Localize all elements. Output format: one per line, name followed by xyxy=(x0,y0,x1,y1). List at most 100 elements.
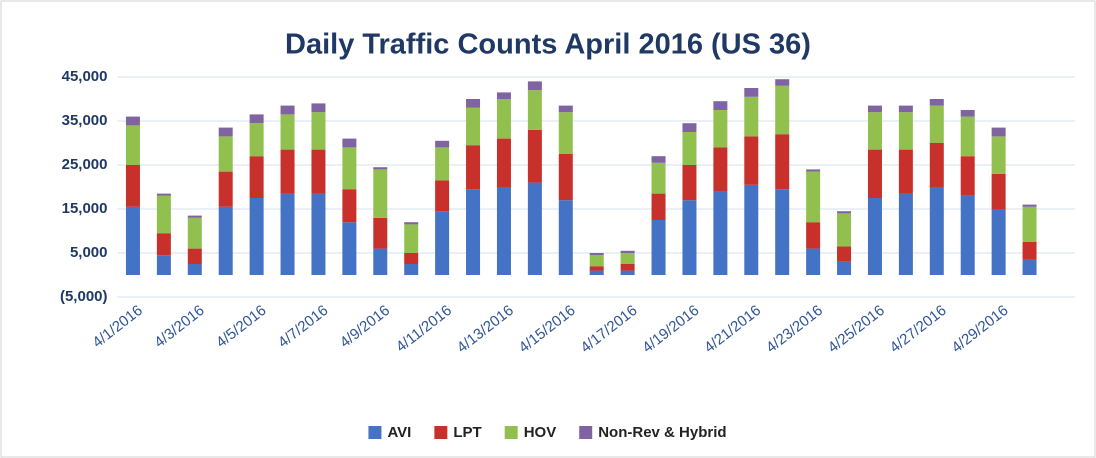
bar-segment xyxy=(775,189,790,275)
bar-segment xyxy=(435,211,450,275)
bar-segment xyxy=(898,105,913,113)
bar-segment xyxy=(342,189,357,223)
bar-segment xyxy=(156,195,171,234)
bar-segment xyxy=(1022,242,1037,260)
bar-segment xyxy=(682,200,697,275)
bar-segment xyxy=(775,79,790,86)
bar-segment xyxy=(156,233,171,256)
legend-label: LPT xyxy=(453,424,481,441)
bar-segment xyxy=(466,145,481,190)
bar-segment xyxy=(558,200,573,275)
bar-segment xyxy=(558,154,573,201)
bar-segment xyxy=(249,114,264,124)
bar-segment xyxy=(249,198,264,275)
bar-segment xyxy=(991,173,1006,209)
bar-segment xyxy=(682,123,697,132)
bar-segment xyxy=(867,198,882,275)
bar-segment xyxy=(373,169,388,218)
bar-segment xyxy=(187,248,202,264)
bar-segment xyxy=(156,193,171,196)
bar-segment xyxy=(125,125,140,165)
bar-segment xyxy=(960,116,975,157)
bar-segment xyxy=(496,99,511,139)
bar-segment xyxy=(218,206,233,275)
bar-segment xyxy=(218,171,233,207)
bar-segment xyxy=(713,147,728,192)
bar-segment xyxy=(187,217,202,249)
chart-title: Daily Traffic Counts April 2016 (US 36) xyxy=(285,29,811,61)
bar-segment xyxy=(991,209,1006,275)
bar-segment xyxy=(435,140,450,148)
bar-segment xyxy=(249,123,264,157)
bar-segment xyxy=(991,136,1006,174)
legend-swatch xyxy=(368,426,382,439)
y-tick-label: 25,000 xyxy=(62,156,108,173)
bar-segment xyxy=(311,103,326,113)
bar-segment xyxy=(651,220,666,275)
bar-segment xyxy=(466,99,481,108)
bar-segment xyxy=(466,189,481,275)
y-tick-label: 35,000 xyxy=(62,112,108,129)
bar-segment xyxy=(744,96,759,137)
bar-segment xyxy=(620,250,635,253)
bar-segment xyxy=(837,246,852,262)
bar-segment xyxy=(837,211,852,214)
bar-segment xyxy=(929,187,944,275)
bar-segment xyxy=(187,264,202,275)
legend-label: HOV xyxy=(524,424,557,441)
bar-segment xyxy=(651,193,666,220)
bar-segment xyxy=(620,264,635,271)
bar-segment xyxy=(806,222,821,249)
bar-segment xyxy=(929,143,944,187)
bar-segment xyxy=(249,156,264,198)
bar-segment xyxy=(280,114,295,150)
bar-segment xyxy=(682,165,697,201)
bar-segment xyxy=(404,253,419,264)
bar-segment xyxy=(713,110,728,148)
bar-segment xyxy=(527,81,542,91)
bar-segment xyxy=(898,149,913,194)
bar-segment xyxy=(558,105,573,113)
y-tick-label: 45,000 xyxy=(62,68,108,85)
bar-segment xyxy=(342,147,357,190)
bar-segment xyxy=(527,90,542,130)
bar-segment xyxy=(1022,204,1037,207)
bar-segment xyxy=(651,156,666,163)
bar-segment xyxy=(218,136,233,172)
bar-segment xyxy=(280,149,295,194)
bar-segment xyxy=(620,270,635,275)
bar-segment xyxy=(960,110,975,117)
bar-segment xyxy=(280,193,295,275)
bar-segment xyxy=(311,193,326,275)
bar-segment xyxy=(311,112,326,150)
bar-segment xyxy=(589,255,604,267)
bar-segment xyxy=(806,248,821,275)
bar-segment xyxy=(929,99,944,106)
bar-segment xyxy=(991,127,1006,137)
bar-segment xyxy=(682,132,697,165)
bar-segment xyxy=(404,222,419,225)
bar-segment xyxy=(744,184,759,275)
legend-label: AVI xyxy=(387,424,411,441)
bar-segment xyxy=(404,224,419,253)
legend-swatch xyxy=(579,426,593,439)
bar-segment xyxy=(806,169,821,172)
bar-segment xyxy=(342,138,357,148)
legend-swatch xyxy=(504,426,518,439)
bar-segment xyxy=(589,253,604,256)
bar-segment xyxy=(837,261,852,275)
bar-segment xyxy=(125,116,140,126)
bar-segment xyxy=(496,138,511,187)
bar-segment xyxy=(775,134,790,190)
bar-segment xyxy=(558,112,573,154)
bar-segment xyxy=(898,193,913,275)
bar-segment xyxy=(435,180,450,212)
bar-segment xyxy=(496,187,511,275)
legend-label: Non-Rev & Hybrid xyxy=(598,424,726,441)
bar-segment xyxy=(1022,206,1037,242)
bar-segment xyxy=(280,105,295,115)
bar-segment xyxy=(342,222,357,275)
bar-segment xyxy=(867,105,882,113)
bar-segment xyxy=(898,112,913,150)
